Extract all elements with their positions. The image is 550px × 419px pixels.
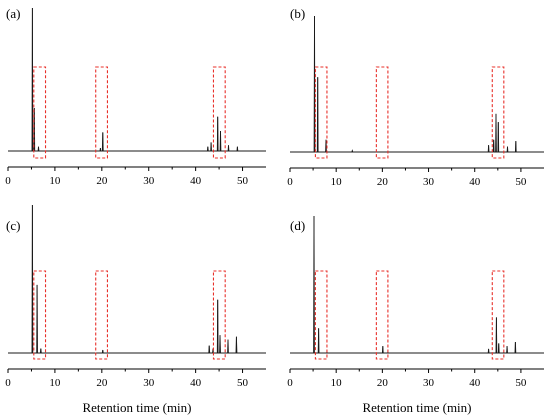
highlight-region-box (95, 66, 108, 159)
x-tick-label: 10 (49, 377, 61, 389)
x-tick-label: 20 (377, 377, 389, 389)
x-tick-label: 0 (5, 175, 11, 187)
highlight-region-box (375, 66, 389, 159)
x-tick-label: 50 (237, 175, 249, 187)
chart-panel: (d) 0 10 20 30 40 50 Retention time (min) (287, 215, 544, 415)
x-axis-title: Retention time (min) (362, 400, 471, 415)
highlight-region-box (491, 66, 505, 159)
chart-panel: (c) 0 10 20 30 40 50 Retention time (min) (5, 204, 266, 415)
x-tick-label: 50 (237, 377, 249, 389)
x-tick-label: 0 (287, 377, 293, 389)
x-tick-label: 30 (143, 175, 155, 187)
panel-label: (b) (290, 6, 305, 21)
x-tick-label: 40 (469, 377, 481, 389)
highlight-region-box (212, 66, 226, 159)
panel-label: (a) (6, 6, 20, 21)
chromatogram-trace (290, 215, 544, 354)
chromatogram-trace (8, 204, 266, 354)
x-tick-label: 0 (5, 377, 11, 389)
highlight-region-box (33, 270, 47, 360)
chromatogram-trace (290, 15, 544, 153)
x-tick-label: 50 (515, 377, 527, 389)
x-tick-label: 40 (190, 175, 202, 187)
chart-panel: (a) 0 10 20 30 40 50 (5, 6, 266, 187)
x-tick-label: 20 (377, 176, 389, 188)
highlight-region-box (491, 270, 505, 360)
x-tick-label: 0 (287, 176, 293, 188)
highlight-region-box (33, 66, 47, 159)
highlight-region-box (95, 270, 108, 360)
x-tick-label: 20 (96, 377, 108, 389)
x-axis-title: Retention time (min) (82, 400, 191, 415)
x-tick-label: 30 (423, 377, 435, 389)
x-tick-label: 10 (49, 175, 61, 187)
chart-panel: (b) 0 10 20 30 40 50 (287, 6, 544, 188)
highlight-region-box (314, 66, 328, 159)
x-tick-label: 10 (331, 176, 343, 188)
panel-label: (c) (6, 218, 20, 233)
x-tick-label: 50 (515, 176, 527, 188)
x-tick-label: 40 (469, 176, 481, 188)
chromatogram-trace (8, 7, 266, 152)
highlight-region-box (314, 270, 328, 360)
x-tick-label: 30 (143, 377, 155, 389)
x-tick-label: 10 (331, 377, 343, 389)
x-tick-label: 40 (190, 377, 202, 389)
x-tick-label: 20 (96, 175, 108, 187)
panel-label: (d) (290, 218, 305, 233)
highlight-region-box (212, 270, 226, 360)
highlight-region-box (375, 270, 389, 360)
x-tick-label: 30 (423, 176, 435, 188)
